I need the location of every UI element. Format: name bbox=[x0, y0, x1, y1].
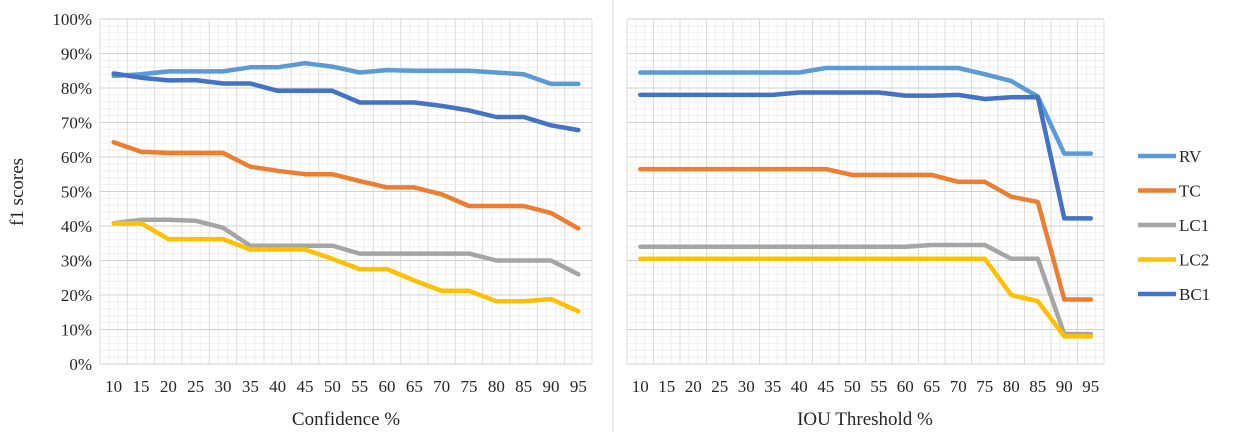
x-tick-label: 15 bbox=[133, 377, 150, 396]
legend-label-lc1: LC1 bbox=[1179, 216, 1209, 235]
series-line-lc2 bbox=[111, 220, 581, 314]
x-tick-label: 35 bbox=[764, 377, 781, 396]
y-tick-label: 30% bbox=[61, 252, 92, 271]
legend-label-rv: RV bbox=[1179, 147, 1202, 166]
y-axis-label: f1 scores bbox=[7, 158, 28, 226]
series-line-lc1 bbox=[111, 217, 581, 277]
x-tick-label: 95 bbox=[570, 377, 587, 396]
x-tick-label: 30 bbox=[738, 377, 755, 396]
y-tick-label: 100% bbox=[52, 10, 92, 29]
x-tick-label: 10 bbox=[632, 377, 649, 396]
y-tick-label: 90% bbox=[61, 45, 92, 64]
iou-threshold-chart: 10 15 20 25 30 35 40 45 50 55 60 65 70 75 80 85 90 95 IOU … bbox=[626, 18, 1105, 430]
x-axis-label: Confidence % bbox=[292, 409, 400, 430]
x-tick-label: 80 bbox=[488, 377, 505, 396]
legend-label-lc2: LC2 bbox=[1179, 251, 1209, 270]
y-tick-label: 80% bbox=[61, 79, 92, 98]
x-tick-label: 40 bbox=[791, 377, 808, 396]
x-tick-label: 25 bbox=[711, 377, 728, 396]
x-tick-label: 65 bbox=[406, 377, 423, 396]
x-tick-label: 95 bbox=[1082, 377, 1099, 396]
x-tick-label: 60 bbox=[379, 377, 396, 396]
y-tick-label: 40% bbox=[61, 217, 92, 236]
y-tick-label: 70% bbox=[61, 114, 92, 133]
x-tick-label: 50 bbox=[324, 377, 341, 396]
x-tick-label: 60 bbox=[897, 377, 914, 396]
x-tick-label: 65 bbox=[923, 377, 940, 396]
legend: RV TC LC1 LC2 BC1 bbox=[1138, 147, 1210, 304]
legend-label-bc1: BC1 bbox=[1179, 285, 1210, 304]
x-tick-label: 30 bbox=[215, 377, 232, 396]
x-tick-label: 70 bbox=[433, 377, 450, 396]
legend-label-tc: TC bbox=[1179, 182, 1201, 201]
x-axis-label: IOU Threshold % bbox=[797, 409, 933, 430]
x-tick-label: 20 bbox=[160, 377, 177, 396]
series-line-tc bbox=[638, 166, 1094, 302]
x-tick-label: 55 bbox=[351, 377, 368, 396]
x-tick-label: 50 bbox=[844, 377, 861, 396]
x-tick-label: 40 bbox=[269, 377, 286, 396]
series-line-lc1 bbox=[638, 242, 1094, 337]
x-tick-label: 70 bbox=[950, 377, 967, 396]
x-tick-label: 10 bbox=[105, 377, 122, 396]
y-tick-label: 20% bbox=[61, 286, 92, 305]
series-line-bc1 bbox=[638, 90, 1094, 221]
series-line-bc1 bbox=[111, 71, 581, 133]
y-tick-label: 50% bbox=[61, 183, 92, 202]
x-tick-label: 20 bbox=[685, 377, 702, 396]
y-tick-label: 60% bbox=[61, 148, 92, 167]
series-line-lc2 bbox=[638, 256, 1094, 339]
confidence-chart: 0% 10% 20% 30% 40% 50% 60% 70% 80% 90% 100% 10 15 20 2… bbox=[52, 10, 593, 430]
x-tick-label: 35 bbox=[242, 377, 259, 396]
y-tick-label: 0% bbox=[69, 355, 92, 374]
x-tick-label: 55 bbox=[870, 377, 887, 396]
x-tick-label: 75 bbox=[976, 377, 993, 396]
x-tick-label: 25 bbox=[187, 377, 204, 396]
x-tick-label: 45 bbox=[297, 377, 314, 396]
x-tick-label: 80 bbox=[1003, 377, 1020, 396]
x-tick-label: 85 bbox=[515, 377, 532, 396]
series-line-tc bbox=[111, 139, 581, 231]
x-tick-label: 45 bbox=[817, 377, 834, 396]
x-tick-label: 90 bbox=[543, 377, 560, 396]
y-tick-label: 10% bbox=[61, 321, 92, 340]
series-line-rv bbox=[111, 60, 581, 87]
x-tick-label: 75 bbox=[461, 377, 478, 396]
series-line-rv bbox=[638, 65, 1094, 156]
x-tick-label: 15 bbox=[658, 377, 675, 396]
x-tick-label: 90 bbox=[1056, 377, 1073, 396]
x-tick-label: 85 bbox=[1029, 377, 1046, 396]
